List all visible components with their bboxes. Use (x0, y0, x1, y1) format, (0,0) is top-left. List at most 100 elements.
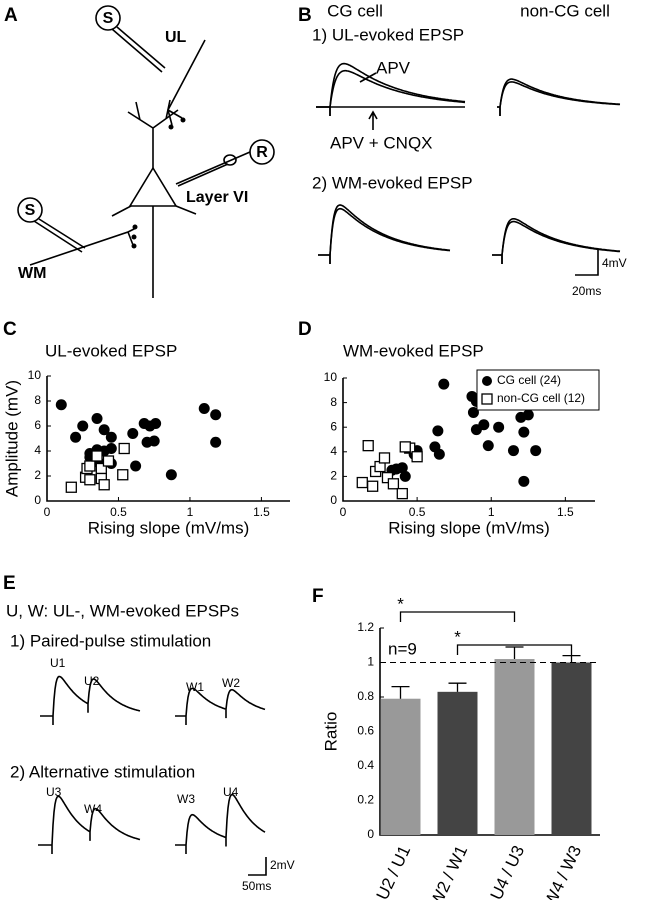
point (84, 474, 96, 486)
y-tick-label: 0.2 (357, 793, 374, 807)
y-tick-label: 0 (330, 493, 337, 507)
bouton (168, 124, 174, 130)
point (198, 403, 210, 414)
point (117, 469, 129, 481)
point (411, 451, 423, 463)
error-bar (448, 682, 467, 692)
label: Layer VI (186, 189, 248, 206)
record-electrode (175, 151, 251, 187)
stim-electrode (95, 5, 121, 31)
x-tick-label: 1 (187, 505, 194, 519)
y-axis-label: Ratio (321, 712, 340, 752)
error-bar (562, 654, 581, 663)
point (148, 435, 160, 447)
row-label: 2) WM-evoked EPSP (312, 173, 473, 192)
point (470, 424, 482, 436)
point (467, 406, 479, 418)
note: n=9 (388, 639, 417, 658)
point (65, 481, 77, 493)
x-tick-label: W4 / W3 (540, 843, 585, 900)
y-tick-label: 10 (324, 370, 338, 384)
point (84, 460, 96, 472)
label: UL (165, 29, 187, 46)
y-tick-label: 0 (367, 827, 374, 841)
y-tick-label: 0.8 (357, 689, 374, 703)
point (518, 426, 530, 438)
label: W3 (177, 792, 195, 806)
significance-bracket (456, 644, 573, 655)
column-label: CG cell (327, 1, 383, 20)
label: W2 (222, 676, 240, 690)
y-tick-label: 6 (34, 418, 41, 432)
point (118, 442, 130, 455)
scale-label: 50ms (242, 879, 271, 893)
x-tick-label: U4 / U3 (487, 843, 529, 900)
x-tick-label: 0.5 (409, 505, 426, 519)
error-bar (505, 646, 524, 660)
x-tick-label: 0 (340, 505, 347, 519)
legend-label: CG cell (24) (497, 373, 561, 387)
label: S (25, 202, 36, 219)
epsp-trace (318, 204, 451, 264)
point (130, 460, 142, 472)
y-tick-label: 2 (330, 469, 337, 483)
x-tick-label: 1.5 (253, 505, 270, 519)
epsp-trace (492, 220, 621, 264)
legend-label: non-CG cell (12) (497, 391, 585, 405)
scale-bar (575, 250, 599, 276)
point (77, 420, 89, 432)
point (210, 409, 222, 421)
soma (128, 166, 178, 207)
x-axis-label: Rising slope (mV/ms) (88, 518, 250, 537)
arrow (359, 72, 377, 83)
point (482, 440, 494, 452)
epsp-trace (497, 81, 621, 116)
column-label: non-CG cell (520, 1, 610, 20)
point (390, 463, 402, 475)
chart-title: UL-evoked EPSP (45, 341, 177, 360)
epsp-trace (318, 207, 451, 264)
point (91, 450, 103, 462)
error-bar (391, 686, 410, 699)
x-tick-label: U2 / U1 (373, 843, 415, 900)
y-tick-label: 1.2 (357, 620, 374, 634)
point (399, 470, 411, 482)
panel-letter: F (312, 586, 324, 607)
point (507, 445, 519, 457)
point (98, 479, 110, 491)
stim-electrode (111, 26, 166, 73)
panel-letter: D (298, 319, 312, 340)
scale-label: 4mV (602, 256, 627, 270)
epsp-trace (175, 793, 266, 854)
stim-electrode (17, 197, 43, 223)
point (356, 476, 368, 489)
y-tick-label: 10 (28, 368, 42, 382)
x-tick-label: 0.5 (110, 505, 127, 519)
significance-bracket (399, 611, 516, 622)
point (438, 378, 450, 390)
ul-fiber (167, 39, 206, 126)
point (366, 480, 379, 492)
y-tick-label: 1 (367, 655, 374, 669)
point (362, 439, 374, 452)
y-tick-label: 8 (34, 393, 41, 407)
row-label: 1) UL-evoked EPSP (312, 25, 464, 44)
point (105, 443, 117, 454)
point (378, 452, 391, 464)
y-tick-label: 4 (34, 443, 41, 457)
bar (437, 691, 478, 835)
legend-marker (482, 376, 492, 386)
point (165, 469, 177, 481)
label: S (103, 10, 114, 27)
neuron-diagram (17, 5, 275, 298)
stim-electrode (33, 218, 86, 253)
record-electrode (223, 154, 237, 166)
label: U1 (50, 656, 66, 670)
x-tick-label: 0 (44, 505, 51, 519)
chart-title: WM-evoked EPSP (343, 341, 484, 360)
x-tick-label: W2 / W1 (426, 843, 471, 900)
y-tick-label: 0.4 (357, 758, 374, 772)
epsp-trace (492, 218, 621, 264)
y-tick-label: 4 (330, 444, 337, 458)
